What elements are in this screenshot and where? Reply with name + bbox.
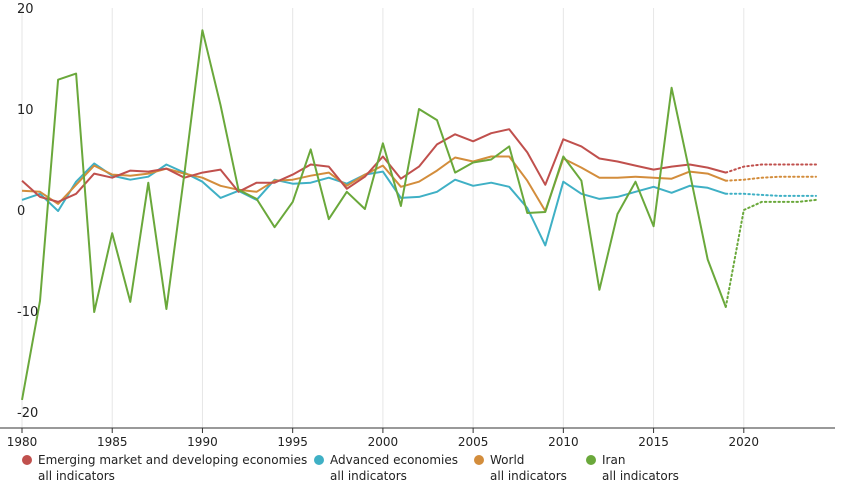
y-tick-label-0: 0 <box>17 204 25 219</box>
legend-dot-world <box>474 455 484 465</box>
legend-label-emerging: Emerging market and developing economies <box>38 453 308 467</box>
x-tick-label-1985: 1985 <box>97 435 128 449</box>
series-projection-0 <box>724 163 817 174</box>
x-axis <box>0 427 835 433</box>
x-tick-label-1995: 1995 <box>277 435 308 449</box>
legend-label-advanced: Advanced economies <box>330 453 459 467</box>
x-tick-label-2010: 2010 <box>548 435 579 449</box>
legend: Emerging market and developing economies… <box>0 452 852 485</box>
legend-item-advanced[interactable]: Advanced economies all indicators <box>314 452 458 484</box>
series-projection-2 <box>724 175 817 182</box>
x-tick-label-2015: 2015 <box>638 435 669 449</box>
y-tick-label--10: -10 <box>17 305 38 320</box>
y-tick-label-20: 20 <box>17 2 34 17</box>
series-projection-1 <box>724 192 817 197</box>
legend-sublabel-world: all indicators <box>490 469 567 483</box>
series-projection-3 <box>724 198 817 308</box>
series-line-2 <box>21 155 727 212</box>
y-tick-label-10: 10 <box>17 103 34 118</box>
x-tick-label-1980: 1980 <box>7 435 38 449</box>
legend-sublabel-advanced: all indicators <box>330 469 407 483</box>
x-tick-label-2000: 2000 <box>368 435 399 449</box>
legend-item-iran[interactable]: Iran all indicators <box>586 452 679 484</box>
legend-sublabel-iran: all indicators <box>602 469 679 483</box>
legend-item-emerging[interactable]: Emerging market and developing economies… <box>22 452 307 484</box>
legend-label-iran: Iran <box>602 453 626 467</box>
legend-label-world: World <box>490 453 525 467</box>
vertical-gridlines <box>21 8 745 428</box>
line-chart: -20 -10 0 10 20 1980 1985 1990 1995 2000 2005 2010… <box>0 2 835 449</box>
legend-sublabel-emerging: all indicators <box>38 469 115 483</box>
series-line-3 <box>21 29 727 401</box>
legend-item-world[interactable]: World all indicators <box>474 452 567 484</box>
x-tick-label-1990: 1990 <box>187 435 218 449</box>
y-tick-label--20: -20 <box>17 406 38 421</box>
y-tick-labels: -20 -10 0 10 20 <box>17 2 38 421</box>
series-line-0 <box>21 128 727 203</box>
x-tick-labels: 1980 1985 1990 1995 2000 2005 2010 2015 2020 <box>7 435 759 449</box>
series-lines <box>21 29 817 401</box>
legend-dot-emerging <box>22 455 32 465</box>
legend-dot-iran <box>586 455 596 465</box>
x-tick-label-2020: 2020 <box>729 435 760 449</box>
legend-dot-advanced <box>314 455 324 465</box>
x-tick-label-2005: 2005 <box>458 435 489 449</box>
